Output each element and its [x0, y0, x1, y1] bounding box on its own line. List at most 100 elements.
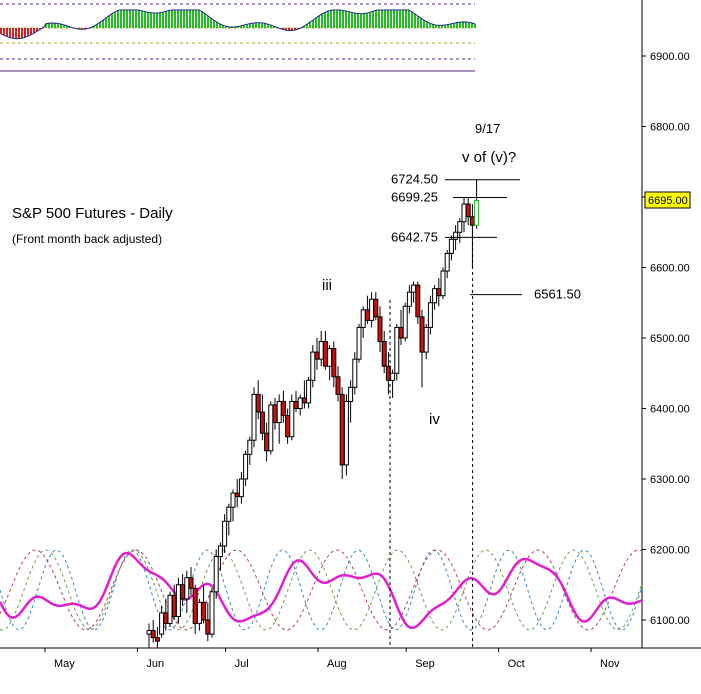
- candle: [180, 574, 186, 606]
- candle-body-up: [230, 492, 236, 508]
- candle: [469, 204, 475, 268]
- candle-body-down: [171, 594, 177, 617]
- candle-body-down: [465, 203, 471, 218]
- y-tick-label: 6600.00: [650, 263, 690, 275]
- candle: [234, 479, 240, 508]
- candle: [373, 292, 379, 321]
- candle-body-up: [167, 594, 173, 625]
- cycle-wave-3: [0, 549, 643, 631]
- candle: [331, 341, 337, 388]
- candle: [306, 376, 312, 409]
- candle-body-up: [184, 577, 190, 600]
- candle-body-down: [205, 619, 211, 635]
- candle-body-up: [356, 326, 362, 360]
- candle-body-up: [213, 556, 219, 593]
- momentum-indicator-panel: [0, 3, 476, 72]
- candle-body-up: [327, 348, 333, 367]
- candle: [154, 627, 160, 649]
- candle-body-up: [226, 506, 232, 522]
- candle-body-up: [276, 400, 282, 424]
- candle: [461, 197, 467, 233]
- level-label: 6699.25: [391, 190, 438, 205]
- candle-body-up: [318, 341, 324, 360]
- candle: [146, 623, 152, 649]
- y-tick-label: 6800.00: [650, 122, 690, 134]
- candle-body-up: [268, 404, 274, 452]
- candle: [192, 584, 198, 635]
- candle: [251, 387, 257, 448]
- candle: [436, 278, 442, 307]
- candle: [217, 542, 223, 571]
- candle-body-up: [289, 400, 295, 438]
- candle-body-up: [427, 302, 433, 328]
- candle-body-up: [448, 238, 454, 254]
- candle-body-down: [285, 415, 291, 438]
- candle-body-down: [192, 587, 198, 625]
- candle-body-down: [398, 326, 404, 339]
- candle-body-up: [423, 326, 429, 353]
- candle: [377, 306, 383, 353]
- candle: [432, 285, 438, 310]
- candle: [339, 387, 345, 479]
- candle: [310, 345, 316, 388]
- candle: [444, 249, 450, 279]
- candle-body-up: [453, 231, 459, 240]
- candle: [184, 570, 190, 613]
- candle: [230, 489, 236, 522]
- candle: [280, 390, 286, 423]
- y-tick-label: 6500.00: [650, 333, 690, 345]
- candle-body-up: [222, 520, 228, 547]
- candle-body-up: [175, 584, 181, 617]
- candle-body-up: [474, 200, 480, 226]
- candle-body-up: [306, 379, 312, 404]
- candle: [411, 281, 417, 303]
- candle-body-up: [310, 351, 316, 381]
- candle-body-down: [264, 432, 270, 452]
- candle: [297, 394, 303, 416]
- candle: [423, 323, 429, 360]
- candle-body-up: [402, 305, 408, 339]
- candle: [205, 602, 211, 642]
- candle-body-up: [432, 288, 438, 304]
- candle-body-down: [255, 393, 261, 413]
- candle: [196, 598, 202, 631]
- candle: [402, 302, 408, 342]
- candle: [285, 408, 291, 444]
- y-axis: 6900.006800.006700.006600.006500.006400.…: [642, 51, 690, 627]
- candle: [465, 197, 471, 226]
- candle: [415, 281, 421, 324]
- candle-body-down: [234, 492, 240, 498]
- candle: [356, 323, 362, 363]
- candle-body-down: [469, 216, 475, 226]
- candle: [289, 394, 295, 441]
- candle-body-up: [247, 439, 253, 455]
- candle: [301, 380, 307, 409]
- candle: [226, 503, 232, 536]
- candle: [188, 567, 194, 596]
- candle-body-down: [339, 393, 345, 466]
- y-tick-label: 6200.00: [650, 545, 690, 557]
- candle-body-up: [390, 372, 396, 381]
- y-tick-label: 6400.00: [650, 404, 690, 416]
- candle: [427, 295, 433, 335]
- candle-body-down: [280, 400, 286, 417]
- candle-body-up: [297, 397, 303, 409]
- date-label-9-17: 9/17: [475, 121, 500, 136]
- candle-body-up: [457, 221, 463, 233]
- price-panel: [0, 0, 701, 649]
- candle-body-down: [415, 284, 421, 318]
- candle-body-down: [364, 309, 370, 321]
- level-label: 6642.75: [391, 229, 438, 244]
- wave-label-v-of-v: v of (v)?: [462, 149, 516, 166]
- cycle-composite: [0, 551, 643, 630]
- wave-label-iv: iv: [429, 411, 440, 428]
- level-label: 6561.50: [534, 287, 581, 302]
- candle: [268, 401, 274, 455]
- candle: [209, 588, 215, 638]
- candle: [406, 285, 412, 314]
- x-tick-label: Sep: [415, 658, 435, 670]
- candle-body-up: [209, 591, 215, 635]
- level-label: 6724.50: [391, 172, 438, 187]
- candle-body-up: [238, 478, 244, 498]
- x-tick-label: Jul: [235, 658, 249, 670]
